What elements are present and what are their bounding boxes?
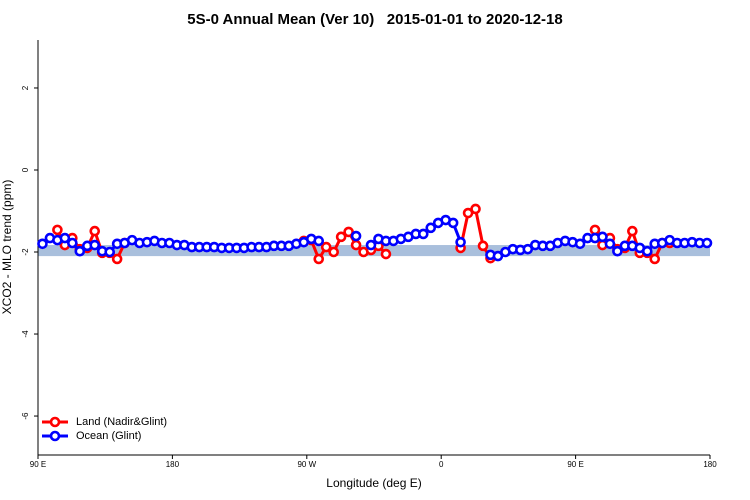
data-point — [574, 238, 586, 250]
data-point — [313, 235, 325, 247]
data-point — [74, 245, 86, 257]
y-tick-label: -2 — [21, 248, 30, 256]
chart-title: 5S-0 Annual Mean (Ver 10) 2015-01-01 to … — [187, 11, 562, 28]
y-tick-label: 0 — [21, 167, 30, 172]
data-point — [52, 224, 63, 236]
data-point — [328, 246, 339, 258]
data-point — [447, 217, 459, 229]
data-point — [89, 239, 101, 251]
data-point — [455, 236, 466, 248]
data-point — [335, 231, 347, 243]
data-point — [350, 239, 362, 251]
data-point — [597, 231, 608, 243]
data-point — [365, 239, 377, 251]
data-point — [111, 253, 123, 265]
data-point — [589, 224, 601, 236]
data-point — [604, 238, 616, 250]
data-point — [425, 222, 437, 234]
data-point — [462, 207, 474, 219]
data-point — [67, 237, 78, 249]
y-axis-label: XCO2 - MLO trend (ppm) — [0, 180, 14, 315]
data-point — [492, 250, 504, 262]
legend-label: Land (Nadir&Glint) — [76, 416, 167, 428]
data-point — [417, 228, 429, 240]
x-axis-label: Longitude (deg E) — [326, 476, 421, 490]
data-point — [470, 203, 481, 215]
data-point — [612, 245, 623, 257]
data-point — [350, 230, 362, 242]
x-tick-label: 0 — [439, 460, 444, 469]
y-tick-label: -4 — [21, 330, 30, 338]
data-point — [343, 226, 354, 238]
x-tick-label: 90 E — [567, 460, 583, 469]
data-point — [59, 232, 71, 244]
y-tick-label: -6 — [21, 412, 30, 420]
data-point — [477, 240, 489, 252]
data-point — [89, 225, 101, 237]
data-point — [320, 241, 332, 253]
data-point — [627, 225, 638, 237]
legend-marker — [49, 416, 61, 428]
data-point — [37, 238, 48, 250]
legend-label: Ocean (Glint) — [76, 430, 141, 442]
data-point — [522, 243, 534, 255]
data-point — [701, 237, 713, 249]
x-tick-label: 90 W — [297, 460, 316, 469]
legend-marker — [49, 430, 61, 442]
x-tick-label: 180 — [703, 460, 717, 469]
data-point — [380, 248, 392, 260]
y-tick-label: 2 — [21, 85, 30, 90]
data-point — [104, 246, 115, 258]
x-tick-label: 90 E — [30, 460, 46, 469]
data-point — [641, 245, 653, 257]
data-point — [649, 253, 661, 265]
x-tick-label: 180 — [166, 460, 180, 469]
data-point — [313, 253, 325, 265]
